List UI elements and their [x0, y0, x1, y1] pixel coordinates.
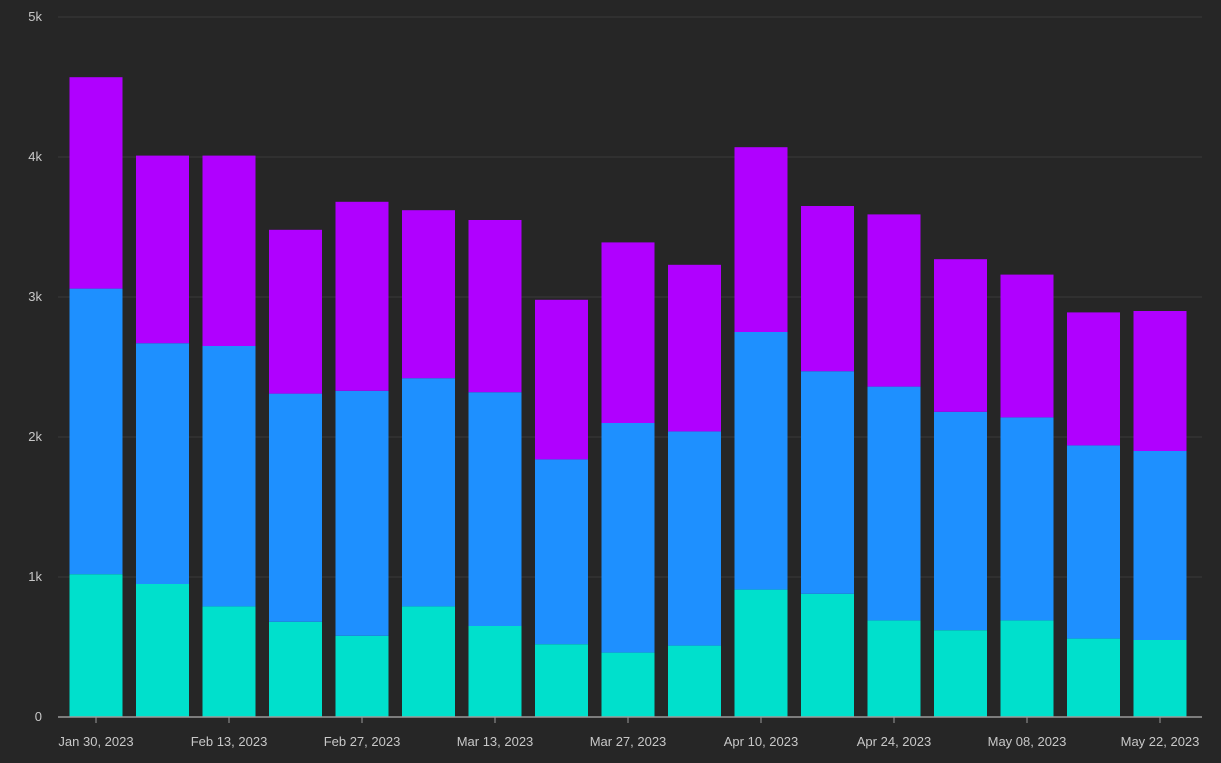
y-tick-label: 3k — [28, 289, 42, 304]
bar-stack — [535, 299, 588, 717]
bar-segment-3 — [468, 220, 522, 393]
bar-segment-1 — [601, 652, 655, 717]
bar-stack — [867, 214, 921, 717]
bar-segment-2 — [335, 390, 389, 636]
bar-stack — [934, 259, 987, 717]
x-tick-label: May 08, 2023 — [988, 734, 1067, 749]
bar-stack — [136, 155, 189, 717]
bar-segment-3 — [668, 264, 721, 432]
bar-segment-1 — [202, 606, 256, 717]
bar-segment-1 — [934, 630, 987, 717]
bar-segment-3 — [734, 147, 788, 332]
bar-segment-3 — [269, 229, 322, 394]
bar-segment-2 — [136, 343, 189, 584]
bar-stack — [468, 220, 522, 717]
bar-segment-1 — [69, 574, 123, 717]
bar-segment-3 — [535, 299, 588, 460]
bar-segment-1 — [535, 644, 588, 717]
bar-segment-2 — [867, 386, 921, 621]
x-tick-label: Feb 13, 2023 — [191, 734, 268, 749]
bar-segment-2 — [468, 392, 522, 626]
bar-segment-1 — [867, 620, 921, 717]
bar-stack — [69, 77, 123, 717]
bar-segment-1 — [734, 589, 788, 717]
bar-segment-3 — [1133, 311, 1187, 451]
bar-segment-3 — [202, 155, 256, 346]
bar-segment-1 — [468, 626, 522, 717]
bar-segment-3 — [1000, 274, 1054, 418]
bar-segment-1 — [1067, 638, 1120, 717]
bar-segment-1 — [335, 635, 389, 717]
bar-segment-2 — [269, 393, 322, 622]
bar-segment-2 — [1067, 445, 1120, 639]
y-tick-label: 4k — [28, 149, 42, 164]
bar-segment-1 — [402, 606, 455, 717]
bar-stack — [402, 210, 455, 717]
bar-segment-2 — [1133, 451, 1187, 640]
bar-segment-3 — [402, 210, 455, 379]
bar-segment-2 — [535, 459, 588, 645]
bar-segment-3 — [69, 77, 123, 289]
bar-stack — [734, 147, 788, 717]
bar-segment-2 — [668, 431, 721, 646]
x-tick-label: Feb 27, 2023 — [324, 734, 401, 749]
bar-segment-2 — [734, 332, 788, 590]
bar-stack — [668, 264, 721, 717]
x-tick-label: Mar 27, 2023 — [590, 734, 667, 749]
bar-segment-3 — [601, 242, 655, 423]
x-tick-label: May 22, 2023 — [1121, 734, 1200, 749]
bar-segment-3 — [801, 206, 854, 372]
bar-segment-1 — [801, 593, 854, 717]
bar-segment-3 — [136, 155, 189, 344]
y-tick-label: 5k — [28, 9, 42, 24]
bar-segment-2 — [601, 423, 655, 653]
bar-segment-1 — [1000, 620, 1054, 717]
bar-segment-1 — [136, 584, 189, 717]
bar-segment-2 — [934, 411, 987, 631]
y-tick-label: 2k — [28, 429, 42, 444]
bar-stack — [1000, 274, 1054, 717]
bar-segment-3 — [934, 259, 987, 412]
bar-segment-1 — [1133, 640, 1187, 717]
x-tick-label: Mar 13, 2023 — [457, 734, 534, 749]
bar-segment-2 — [1000, 417, 1054, 621]
y-tick-label: 1k — [28, 569, 42, 584]
bar-stack — [1133, 311, 1187, 717]
bars — [69, 77, 1187, 717]
bar-segment-3 — [1067, 312, 1120, 446]
bar-segment-3 — [335, 201, 389, 391]
bar-segment-1 — [668, 645, 721, 717]
bar-segment-1 — [269, 621, 322, 717]
x-tick-label: Apr 24, 2023 — [857, 734, 931, 749]
bar-stack — [801, 206, 854, 717]
bar-segment-2 — [402, 378, 455, 607]
y-tick-label: 0 — [35, 709, 42, 724]
bar-segment-2 — [801, 371, 854, 594]
bar-stack — [601, 242, 655, 717]
bar-stack — [202, 155, 256, 717]
bar-segment-2 — [69, 288, 123, 575]
x-tick-label: Apr 10, 2023 — [724, 734, 798, 749]
y-axis-tick-labels: 0 1k 2k 3k 4k 5k — [28, 9, 42, 724]
bar-stack — [335, 201, 389, 717]
bar-stack — [269, 229, 322, 717]
bar-segment-3 — [867, 214, 921, 387]
x-tick-label: Jan 30, 2023 — [58, 734, 133, 749]
x-axis-ticks: Jan 30, 2023 Feb 13, 2023 Feb 27, 2023 Mar … — [58, 717, 1199, 749]
bar-stack — [1067, 312, 1120, 717]
bar-segment-2 — [202, 346, 256, 607]
